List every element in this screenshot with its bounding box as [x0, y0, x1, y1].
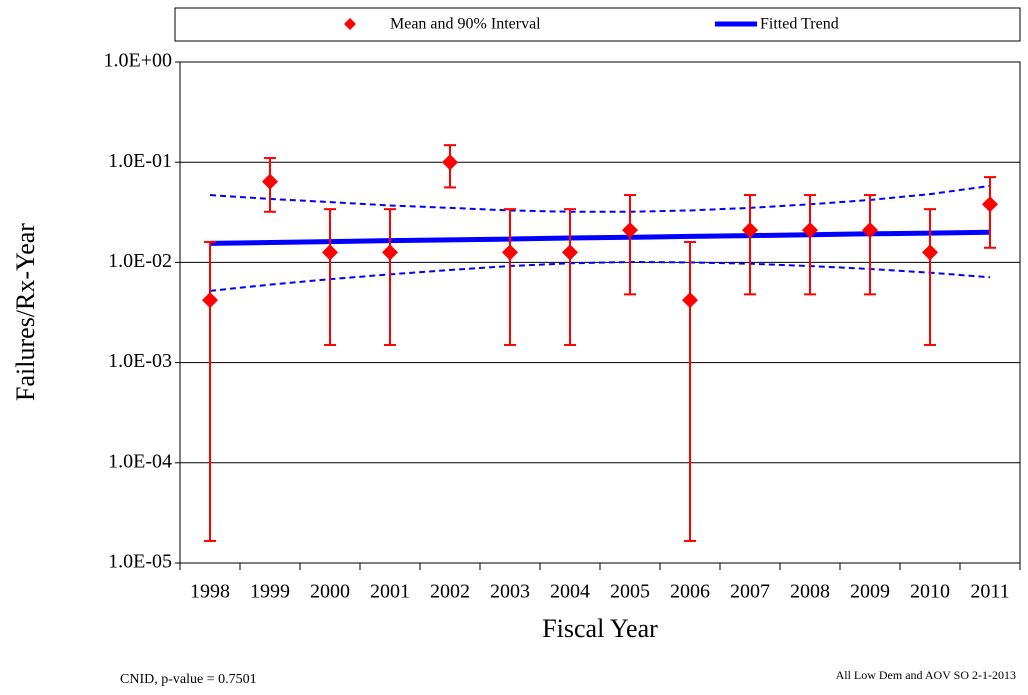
x-tick-label: 1999	[250, 581, 290, 603]
x-tick-label: 2005	[610, 581, 650, 603]
mean-marker	[202, 292, 218, 309]
plot-area	[179, 61, 1021, 564]
y-tick-label: 1.0E-02	[108, 250, 172, 272]
mean-marker	[982, 196, 998, 213]
x-tick-label: 1998	[190, 581, 230, 603]
mean-marker	[442, 154, 458, 171]
mean-marker	[322, 244, 338, 261]
x-tick-label: 2011	[970, 581, 1009, 603]
mean-marker	[862, 222, 878, 239]
legend-label: Mean and 90% Interval	[390, 16, 541, 33]
x-tick-label: 2008	[790, 581, 830, 603]
legend-box	[174, 7, 1021, 42]
y-axis-title: Failures/Rx-Year	[11, 223, 40, 401]
x-tick-label: 2003	[490, 581, 530, 603]
trend-line	[209, 229, 991, 246]
x-tick-label: 2002	[430, 581, 470, 603]
mean-marker	[622, 222, 638, 239]
y-tick-label: 1.0E-05	[108, 551, 172, 573]
mean-marker	[682, 292, 698, 309]
y-tick-label: 1.0E-01	[108, 150, 172, 172]
y-tick-label: 1.0E+00	[104, 50, 173, 72]
x-tick-label: 2007	[730, 581, 770, 603]
mean-marker	[502, 244, 518, 261]
legend-marker	[344, 18, 356, 30]
x-tick-label: 2010	[910, 581, 950, 603]
footnote: CNID, p-value = 0.7501	[120, 672, 257, 687]
lower-bound-line	[209, 260, 991, 292]
footnote: All Low Dem and AOV SO 2-1-2013	[836, 668, 1016, 682]
y-tick-label: 1.0E-03	[108, 350, 172, 372]
mean-marker	[922, 244, 938, 261]
mean-marker	[802, 222, 818, 239]
mean-marker	[262, 173, 278, 190]
x-tick-label: 2006	[670, 581, 710, 603]
x-axis-title: Fiscal Year	[542, 614, 658, 643]
x-tick-label: 2009	[850, 581, 890, 603]
legend-label: Fitted Trend	[760, 16, 839, 33]
mean-marker	[742, 222, 758, 239]
upper-bound-line	[209, 184, 991, 213]
mean-marker	[562, 244, 578, 261]
mean-marker	[382, 244, 398, 261]
x-tick-label: 2001	[370, 581, 410, 603]
x-tick-label: 2000	[310, 581, 350, 603]
y-tick-label: 1.0E-04	[108, 450, 172, 472]
x-tick-label: 2004	[550, 581, 590, 603]
